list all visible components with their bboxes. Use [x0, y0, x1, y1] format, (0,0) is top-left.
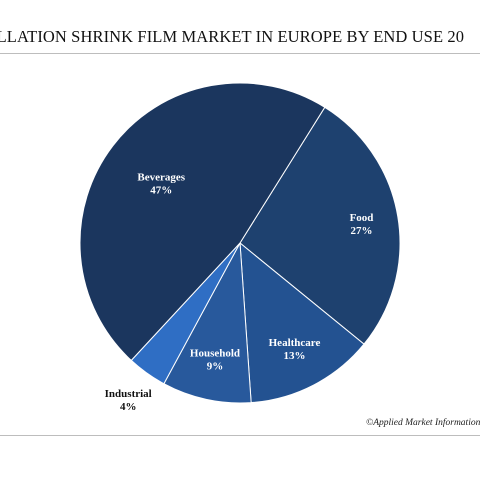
- slice-label-industrial: Industrial: [105, 388, 152, 400]
- chart-title-text: ILLATION SHRINK FILM MARKET IN EUROPE BY…: [0, 27, 465, 46]
- pie-slice-beverages: [79, 82, 326, 362]
- slice-label-household: Household: [190, 348, 240, 360]
- chart-title: ILLATION SHRINK FILM MARKET IN EUROPE BY…: [0, 27, 480, 49]
- pie-slice-food: [239, 106, 401, 345]
- slice-value-healthcare: 13%: [284, 350, 306, 362]
- slice-value-industrial: 4%: [120, 401, 137, 413]
- slice-value-food: 27%: [351, 225, 373, 237]
- source-credit: ©Applied Market Information: [366, 418, 480, 428]
- slice-value-beverages: 47%: [150, 185, 172, 197]
- slice-label-food: Food: [350, 212, 374, 224]
- pie-slice-healthcare: [239, 241, 365, 404]
- bottom-divider: [0, 435, 480, 436]
- slice-value-household: 9%: [207, 361, 224, 373]
- top-divider: [0, 53, 480, 54]
- pie-slice-household: [163, 241, 252, 404]
- slice-label-beverages: Beverages: [137, 172, 185, 184]
- slice-label-healthcare: Healthcare: [269, 337, 321, 349]
